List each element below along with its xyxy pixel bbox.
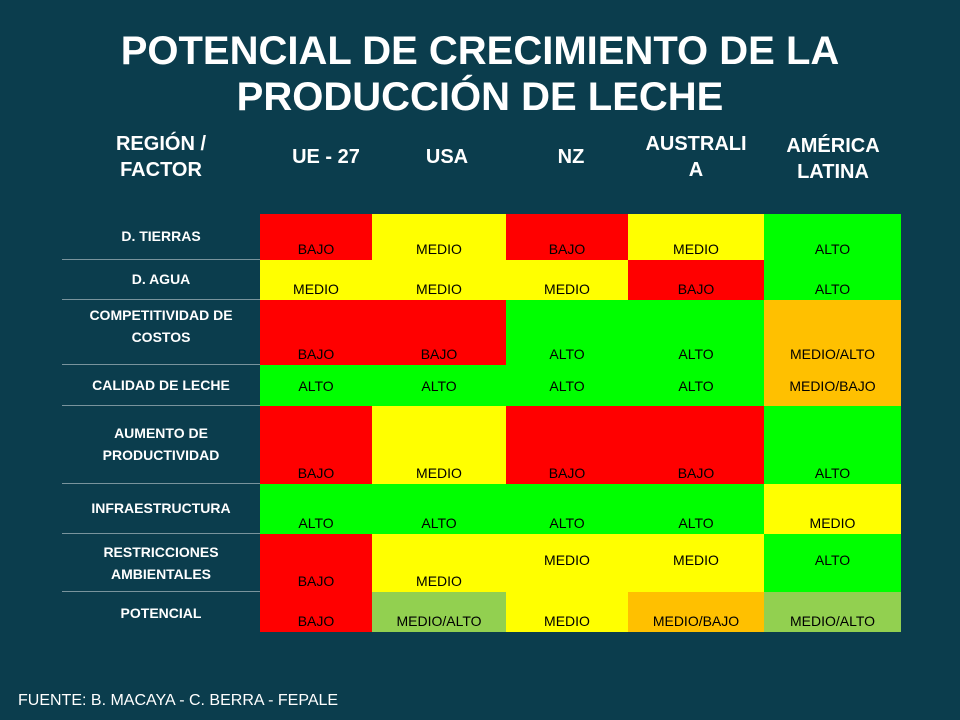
row-label-line: D. TIERRAS bbox=[121, 228, 201, 244]
table-cell: ALTO bbox=[506, 365, 628, 406]
table-cell: ALTO bbox=[764, 406, 901, 484]
row-label-competitividad-de-costos: COMPETITIVIDAD DE COSTOS bbox=[62, 300, 260, 365]
row-label-restricciones-ambientales: RESTRICCIONES AMBIENTALES bbox=[62, 534, 260, 592]
table-cell: BAJO bbox=[628, 406, 764, 484]
table-cell: BAJO bbox=[372, 300, 506, 365]
table-cell: ALTO bbox=[628, 484, 764, 534]
table-cell: MEDIO bbox=[506, 592, 628, 632]
row-label-line: PRODUCTIVIDAD bbox=[102, 447, 220, 463]
table-cell: ALTO bbox=[260, 365, 372, 406]
column-header-line: A bbox=[688, 159, 704, 181]
table-cell: ALTO bbox=[764, 214, 901, 260]
row-label-infraestructura: INFRAESTRUCTURA bbox=[62, 484, 260, 534]
row-label-potencial: POTENCIAL bbox=[62, 592, 260, 632]
table-cell: MEDIO bbox=[372, 406, 506, 484]
row-label-d-tierras: D. TIERRAS bbox=[62, 214, 260, 260]
column-header-line: UE - 27 bbox=[292, 146, 360, 168]
row-label-line: AUMENTO DE bbox=[114, 425, 208, 441]
table-cell: BAJO bbox=[506, 214, 628, 260]
column-header-line: NZ bbox=[557, 146, 585, 168]
table-cell: ALTO bbox=[372, 365, 506, 406]
corner-header-line: FACTOR bbox=[120, 159, 202, 181]
corner-header-line: REGIÓN / bbox=[115, 133, 206, 155]
column-header-line: AMÉRICA bbox=[786, 135, 880, 157]
row-label-calidad-de-leche: CALIDAD DE LECHE bbox=[62, 365, 260, 406]
table-cell: MEDIO bbox=[372, 260, 506, 300]
table-cell: ALTO bbox=[372, 484, 506, 534]
corner-header: REGIÓN / FACTOR bbox=[62, 131, 260, 183]
table-cell: MEDIO/ALTO bbox=[764, 300, 901, 365]
title-line-2: PRODUCCIÓN DE LECHE bbox=[236, 75, 724, 119]
page-title: POTENCIAL DE CRECIMIENTO DE LA PRODUCCIÓ… bbox=[0, 28, 960, 120]
table-cell: BAJO bbox=[260, 214, 372, 260]
table-cell: MEDIO/BAJO bbox=[628, 592, 764, 632]
table-cell: ALTO bbox=[764, 534, 901, 592]
table-cell: BAJO bbox=[260, 534, 372, 592]
table-cell: MEDIO/BAJO bbox=[764, 365, 901, 406]
row-label-line: AMBIENTALES bbox=[110, 566, 212, 582]
table-cell: MEDIO bbox=[372, 214, 506, 260]
table-cell: MEDIO bbox=[260, 260, 372, 300]
row-label-line: INFRAESTRUCTURA bbox=[91, 500, 231, 516]
column-header-ue27: UE - 27 bbox=[260, 144, 392, 170]
column-header-line: USA bbox=[425, 146, 469, 168]
column-header-america-latina: AMÉRICA LATINA bbox=[765, 133, 901, 185]
table-cell: ALTO bbox=[628, 300, 764, 365]
table-cell: MEDIO/ALTO bbox=[764, 592, 901, 632]
row-label-line: POTENCIAL bbox=[120, 605, 202, 621]
table-cell: ALTO bbox=[506, 484, 628, 534]
table-cell: ALTO bbox=[506, 300, 628, 365]
table-cell: MEDIO bbox=[764, 484, 901, 534]
table-cell: MEDIO bbox=[628, 214, 764, 260]
table-cell: MEDIO bbox=[628, 534, 764, 592]
table-cell: BAJO bbox=[260, 406, 372, 484]
table-cell: ALTO bbox=[260, 484, 372, 534]
table-cell: MEDIO bbox=[506, 534, 628, 592]
row-label-line: COMPETITIVIDAD DE bbox=[89, 307, 233, 323]
column-header-line: LATINA bbox=[797, 161, 869, 183]
column-header-usa: USA bbox=[392, 144, 502, 170]
table-cell: BAJO bbox=[260, 592, 372, 632]
title-line-1: POTENCIAL DE CRECIMIENTO DE LA bbox=[120, 29, 840, 73]
table-cell: MEDIO bbox=[372, 534, 506, 592]
column-header-line: AUSTRALI bbox=[645, 133, 747, 155]
row-label-line: D. AGUA bbox=[131, 271, 191, 287]
table-cell: MEDIO/ALTO bbox=[372, 592, 506, 632]
row-label-d-agua: D. AGUA bbox=[62, 260, 260, 300]
table-cell: ALTO bbox=[628, 365, 764, 406]
row-label-aumento-de-productividad: AUMENTO DE PRODUCTIVIDAD bbox=[62, 406, 260, 484]
row-label-line: RESTRICCIONES bbox=[103, 544, 219, 560]
table-cell: MEDIO bbox=[506, 260, 628, 300]
row-label-line: COSTOS bbox=[131, 329, 191, 345]
source-footer: FUENTE: B. MACAYA - C. BERRA - FEPALE bbox=[18, 692, 339, 709]
table-cell: BAJO bbox=[506, 406, 628, 484]
column-header-nz: NZ bbox=[510, 144, 632, 170]
row-label-line: CALIDAD DE LECHE bbox=[92, 377, 230, 393]
table-cell: BAJO bbox=[260, 300, 372, 365]
column-header-australia: AUSTRALI A bbox=[629, 131, 763, 183]
table-cell: BAJO bbox=[628, 260, 764, 300]
table-cell: ALTO bbox=[764, 260, 901, 300]
